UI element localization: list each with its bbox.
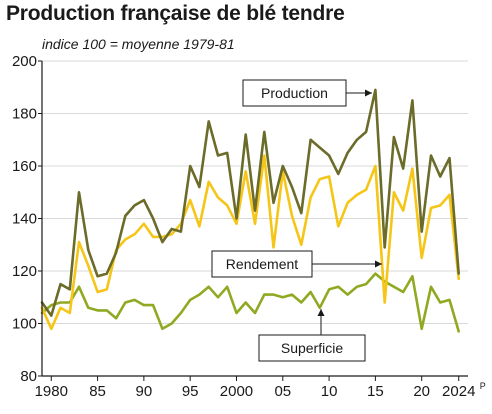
- chart-subtitle: indice 100 = moyenne 1979-81: [42, 36, 235, 52]
- callout-arrowhead-production: [365, 89, 372, 97]
- y-tick-label-160: 160: [12, 158, 37, 175]
- callout-label-rendement: Rendement: [226, 256, 298, 272]
- series-line-production: [40, 88, 461, 317]
- callout-label-superficie: Superficie: [281, 340, 343, 356]
- x-tick-label-1980: 1980: [35, 383, 68, 400]
- x-tick-suffix: P: [480, 381, 486, 391]
- grid-layer: [42, 60, 468, 324]
- y-tick-label-100: 100: [12, 316, 37, 333]
- series-line-superficie: [40, 272, 461, 333]
- x-tick-label-2015: 15: [367, 383, 384, 400]
- callout-box-rendement: [211, 250, 313, 278]
- y-tick-label-80: 80: [20, 368, 37, 385]
- callout-layer: Production Rendement Superficie: [211, 79, 382, 362]
- x-tick-label-1985: 85: [89, 383, 106, 400]
- callout-label-production: Production: [261, 85, 328, 101]
- x-tick-label-2024: 2024: [442, 383, 475, 400]
- callout-arrowhead-rendement: [375, 260, 382, 268]
- x-tick-label-2005: 05: [274, 383, 291, 400]
- x-tick-label-1995: 95: [182, 383, 199, 400]
- y-tick-label-200: 200: [12, 53, 37, 70]
- y-tick-label-120: 120: [12, 263, 37, 280]
- y-tick-label-140: 140: [12, 211, 37, 228]
- callout-arrowhead-superficie: [317, 309, 325, 316]
- y-tick-label-180: 180: [12, 106, 37, 123]
- series-line-rendement: [40, 154, 461, 331]
- chart-title: Production française de blé tendre: [6, 2, 345, 25]
- callout-box-superficie: [258, 334, 366, 362]
- x-tick-label-2010: 10: [321, 383, 338, 400]
- callout-box-production: [242, 79, 347, 107]
- series-layer: [40, 88, 461, 333]
- x-tick-label-2020: 20: [413, 383, 430, 400]
- x-tick-label-1990: 90: [136, 383, 153, 400]
- tick-layer: 80 100 120 140 160 180 200 1980 85 90 95 2000 05 10 15…: [12, 53, 486, 400]
- x-tick-label-2000: 2000: [220, 383, 253, 400]
